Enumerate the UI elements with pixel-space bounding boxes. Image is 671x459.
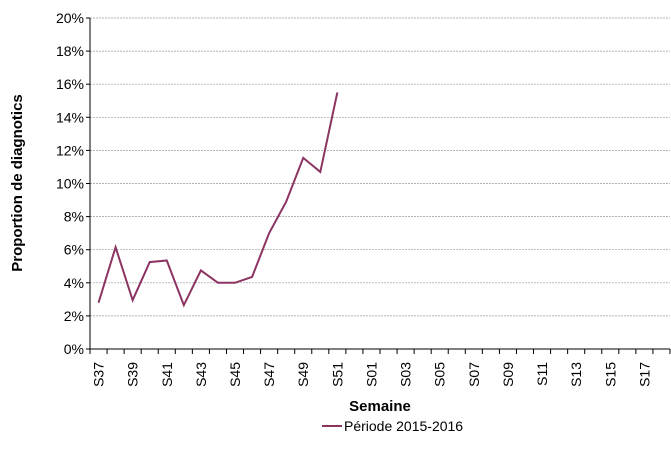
- y-tick-label: 10%: [56, 176, 84, 192]
- x-tick-label: S15: [602, 362, 618, 387]
- legend-label: Période 2015-2016: [344, 418, 463, 434]
- x-tick-label: S13: [568, 362, 584, 387]
- x-tick-label: S17: [636, 362, 652, 387]
- x-tick-label: S03: [398, 362, 414, 387]
- x-tick-label: S41: [159, 362, 175, 387]
- y-tick-label: 0%: [64, 341, 84, 357]
- y-tick-label: 6%: [64, 242, 84, 258]
- y-tick-label: 20%: [56, 10, 84, 26]
- y-tick-label: 4%: [64, 275, 84, 291]
- x-tick-label: S11: [534, 362, 550, 386]
- x-axis-title: Semaine: [349, 398, 411, 415]
- x-tick-label: S01: [363, 362, 379, 387]
- data-line: [97, 92, 339, 308]
- y-tick-label: 14%: [56, 109, 84, 125]
- x-tick-label: S51: [329, 362, 345, 387]
- y-tick-label: 16%: [56, 76, 84, 92]
- x-tick-label: S09: [500, 362, 516, 387]
- x-tick-label: S05: [432, 362, 448, 387]
- x-tick-label: S39: [125, 362, 141, 387]
- x-tick-label: S45: [227, 362, 243, 387]
- x-tick-label: S49: [295, 362, 311, 387]
- x-tick-label: S37: [91, 362, 107, 387]
- y-tick-label: 12%: [56, 142, 84, 158]
- y-tick-label: 18%: [56, 43, 84, 59]
- x-tick-label: S43: [193, 362, 209, 387]
- y-axis-title: Proportion de diagnotics: [9, 94, 26, 272]
- y-tick-label: 2%: [64, 308, 84, 324]
- x-tick-label: S07: [466, 362, 482, 387]
- y-tick-label: 8%: [64, 209, 84, 225]
- x-tick-label: S47: [261, 362, 277, 387]
